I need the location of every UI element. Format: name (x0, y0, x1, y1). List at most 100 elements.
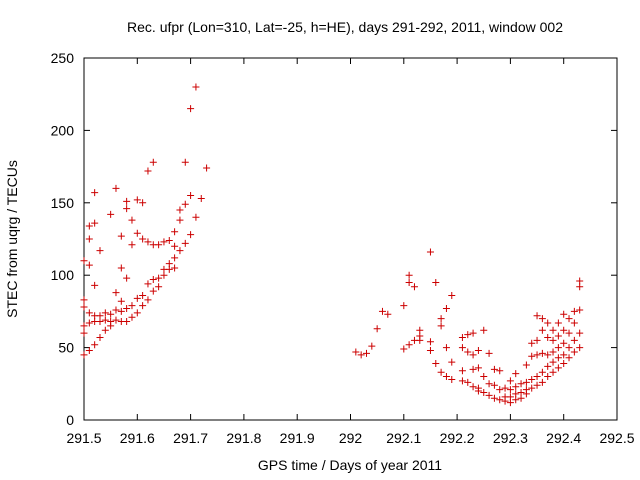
data-point (85, 235, 93, 243)
data-point (176, 247, 184, 255)
data-point (144, 167, 152, 175)
data-point (91, 219, 99, 227)
data-point (133, 294, 141, 302)
data-point (139, 235, 147, 243)
data-point (437, 322, 445, 330)
data-point (144, 238, 152, 246)
data-point (560, 351, 568, 359)
data-point (123, 197, 131, 205)
data-point (458, 333, 466, 341)
data-point (490, 394, 498, 402)
data-point (123, 305, 131, 313)
x-tick-label: 291.8 (226, 430, 261, 446)
data-point (512, 396, 520, 404)
data-point (496, 396, 504, 404)
data-point (496, 367, 504, 375)
data-point (496, 386, 504, 394)
data-point (437, 315, 445, 323)
data-point (432, 278, 440, 286)
data-point (80, 322, 88, 330)
y-axis-label: STEC from uqrg / TECUs (4, 160, 20, 318)
data-point (101, 326, 109, 334)
data-point (448, 375, 456, 383)
data-point (133, 229, 141, 237)
data-point (128, 241, 136, 249)
data-point (528, 352, 536, 360)
data-point (80, 303, 88, 311)
x-tick-label: 292.4 (546, 430, 581, 446)
data-point (501, 397, 509, 405)
data-point (576, 306, 584, 314)
data-point (549, 348, 557, 356)
data-point (570, 307, 578, 315)
data-point (144, 280, 152, 288)
data-points (80, 83, 584, 407)
data-point (533, 351, 541, 359)
data-point (464, 348, 472, 356)
data-point (560, 310, 568, 318)
data-point (160, 238, 168, 246)
data-point (405, 271, 413, 279)
data-point (570, 319, 578, 327)
data-point (474, 346, 482, 354)
data-point (85, 319, 93, 327)
x-tick-label: 292.3 (493, 430, 528, 446)
data-point (197, 194, 205, 202)
data-point (512, 383, 520, 391)
data-point (490, 365, 498, 373)
x-tick-label: 292.5 (599, 430, 634, 446)
data-point (560, 339, 568, 347)
data-point (554, 344, 562, 352)
data-point (560, 326, 568, 334)
data-point (480, 388, 488, 396)
data-point (112, 184, 120, 192)
y-tick-label: 100 (51, 267, 75, 283)
data-point (181, 158, 189, 166)
data-point (123, 274, 131, 282)
data-point (538, 315, 546, 323)
data-point (544, 333, 552, 341)
data-point (139, 291, 147, 299)
x-tick-label: 292 (339, 430, 363, 446)
data-point (171, 228, 179, 236)
data-point (533, 336, 541, 344)
data-point (128, 302, 136, 310)
data-point (512, 370, 520, 378)
x-tick-label: 291.5 (66, 430, 101, 446)
axis-ticks: 291.5 291.6 291.7 291.8 291.9 292 292.1 292.2 29… (51, 50, 635, 446)
data-point (480, 326, 488, 334)
data-point (458, 377, 466, 385)
x-tick-label: 291.6 (120, 430, 155, 446)
data-point (432, 360, 440, 368)
data-point (357, 351, 365, 359)
data-point (474, 387, 482, 395)
data-point (549, 336, 557, 344)
data-point (96, 333, 104, 341)
data-point (128, 313, 136, 321)
x-axis-label: GPS time / Days of year 2011 (258, 457, 442, 473)
data-point (485, 391, 493, 399)
data-point (85, 261, 93, 269)
y-tick-label: 200 (51, 122, 75, 138)
data-point (112, 289, 120, 297)
data-point (517, 394, 525, 402)
data-point (181, 239, 189, 247)
data-point (565, 329, 573, 337)
data-point (176, 216, 184, 224)
data-point (554, 364, 562, 372)
data-point (160, 271, 168, 279)
data-point (80, 329, 88, 337)
data-point (517, 380, 525, 388)
data-point (107, 210, 115, 218)
data-point (155, 283, 163, 291)
data-point (522, 378, 530, 386)
data-point (187, 231, 195, 239)
data-point (469, 329, 477, 337)
data-point (187, 105, 195, 113)
data-point (544, 351, 552, 359)
data-point (352, 348, 360, 356)
data-point (149, 276, 157, 284)
data-point (378, 307, 386, 315)
data-point (139, 199, 147, 207)
data-point (101, 309, 109, 317)
